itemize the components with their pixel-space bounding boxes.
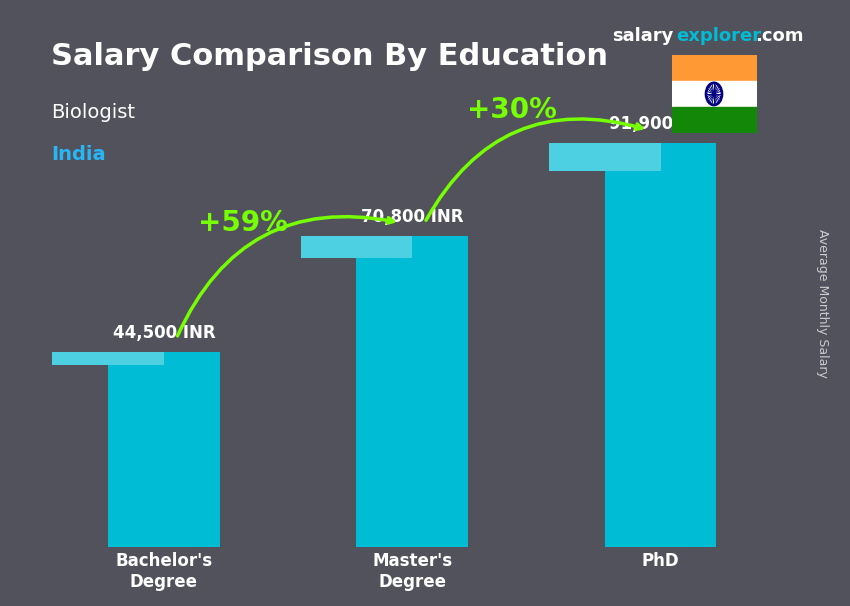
Text: 91,900 INR: 91,900 INR	[609, 115, 711, 133]
Text: Average Monthly Salary: Average Monthly Salary	[816, 228, 829, 378]
Bar	[604, 143, 717, 547]
Text: 70,800 INR: 70,800 INR	[361, 208, 463, 226]
Bar	[549, 143, 660, 171]
Text: salary: salary	[612, 27, 673, 45]
Circle shape	[712, 92, 716, 96]
Text: Salary Comparison By Education: Salary Comparison By Education	[51, 42, 608, 72]
Text: explorer: explorer	[677, 27, 762, 45]
Text: +59%: +59%	[199, 210, 288, 238]
Text: +30%: +30%	[467, 96, 557, 124]
Bar	[301, 236, 412, 258]
Text: .com: .com	[755, 27, 803, 45]
Bar	[108, 351, 220, 547]
Bar	[356, 236, 468, 547]
Text: 44,500 INR: 44,500 INR	[113, 324, 215, 342]
Bar	[672, 107, 756, 133]
Bar	[672, 81, 756, 107]
Text: Biologist: Biologist	[51, 103, 135, 122]
Bar	[672, 55, 756, 81]
Bar	[52, 351, 164, 365]
Text: India: India	[51, 145, 105, 164]
